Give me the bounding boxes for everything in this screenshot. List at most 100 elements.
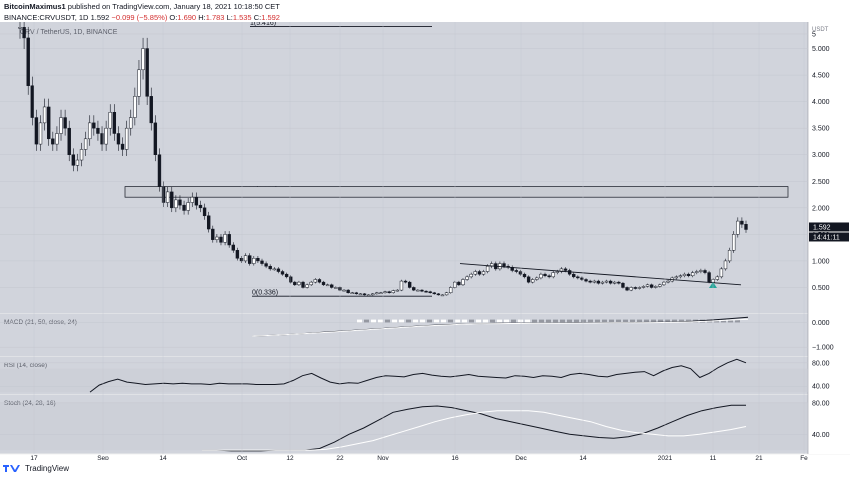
countdown-box <box>809 232 849 242</box>
candle <box>547 274 551 279</box>
candle <box>317 278 322 284</box>
candle <box>448 286 453 294</box>
candle <box>723 258 728 271</box>
macd-histogram-bar <box>581 319 586 323</box>
candle <box>473 269 477 276</box>
candle-body <box>165 191 170 203</box>
candle-body <box>256 258 260 262</box>
open-value: 1.690 <box>177 13 197 22</box>
candle-body <box>391 290 395 294</box>
candle-body <box>690 272 695 277</box>
pane-background <box>0 22 808 314</box>
candle <box>678 274 683 279</box>
macd-histogram-bar <box>567 319 572 323</box>
candle <box>420 289 424 293</box>
candle <box>190 192 194 207</box>
close-value: 1.592 <box>261 13 280 22</box>
candle <box>284 272 289 279</box>
time-tick-label: 2021 <box>658 455 673 460</box>
candle-body <box>211 228 215 240</box>
candle-body <box>137 69 141 97</box>
candle-body <box>379 292 383 295</box>
candle-body <box>55 133 59 145</box>
candle <box>535 276 539 281</box>
candle-body <box>699 270 703 272</box>
candle <box>596 279 601 285</box>
candle-body <box>145 48 149 97</box>
candle-body <box>112 112 117 134</box>
indicator-tick-label: 0.000 <box>812 320 830 327</box>
candle-body <box>608 280 613 284</box>
candle-body <box>67 127 71 155</box>
candle <box>407 280 412 289</box>
candle <box>301 280 305 289</box>
candle-body <box>334 287 338 289</box>
candle <box>223 231 227 246</box>
macd-histogram-bar <box>399 319 404 323</box>
candle <box>231 242 235 253</box>
candle <box>120 137 125 157</box>
candle <box>699 268 703 274</box>
candle <box>264 261 268 269</box>
candle-body <box>170 191 174 209</box>
candle <box>153 115 158 162</box>
candle-body <box>96 127 100 134</box>
candle <box>239 256 244 264</box>
candle <box>83 131 88 157</box>
candle-body <box>432 292 436 295</box>
candle-body <box>325 284 330 287</box>
candle-body <box>194 196 199 206</box>
candle <box>293 280 297 286</box>
candle-body <box>613 281 617 284</box>
candle-body <box>346 289 350 294</box>
macd-histogram-bar <box>637 319 642 323</box>
macd-histogram-bar <box>378 319 383 323</box>
symbol-info: BINANCE:CRVUSDT, 1D 1.592 −0.099 (−5.85%… <box>4 13 280 22</box>
candle-body <box>514 270 518 272</box>
macd-histogram-bar <box>728 319 733 323</box>
chart-canvas[interactable]: 0.5001.0001.5002.0002.5003.0003.5004.000… <box>0 22 850 460</box>
candle <box>641 285 646 289</box>
candle <box>649 283 654 289</box>
candle <box>440 294 445 297</box>
macd-histogram-bar <box>392 319 397 323</box>
candle-body <box>551 272 555 278</box>
candle <box>477 269 482 276</box>
candle <box>387 290 391 294</box>
candle <box>371 293 375 296</box>
candle-body <box>662 281 666 286</box>
candle <box>633 286 637 290</box>
macd-histogram-bar <box>560 319 565 323</box>
candle <box>79 142 84 167</box>
candle-body <box>428 291 432 294</box>
candle <box>592 279 596 284</box>
candle-body <box>133 96 137 118</box>
candle-body <box>350 292 354 295</box>
candle-body <box>252 258 256 264</box>
candle-body <box>239 258 244 262</box>
candle-body <box>243 255 248 262</box>
candle <box>330 283 334 289</box>
candle-body <box>47 106 51 140</box>
candle-body <box>563 268 568 271</box>
candle <box>412 286 416 292</box>
candle-body <box>629 287 633 291</box>
candle-body <box>293 281 297 286</box>
candle-body <box>412 287 416 291</box>
candle-body <box>297 281 301 286</box>
candle-body <box>79 149 84 161</box>
candle <box>432 291 436 295</box>
candle-body <box>531 279 535 283</box>
candle-body <box>461 279 465 286</box>
candle <box>608 279 613 285</box>
macd-histogram-bar <box>385 319 390 323</box>
time-tick-label: 21 <box>755 455 763 460</box>
candle <box>522 272 527 279</box>
candle <box>744 220 748 233</box>
candle <box>67 120 71 162</box>
candle-body <box>190 196 194 203</box>
candle-body <box>83 138 88 150</box>
macd-histogram-bar <box>357 319 362 323</box>
candle-body <box>227 234 231 246</box>
candle <box>178 195 182 210</box>
